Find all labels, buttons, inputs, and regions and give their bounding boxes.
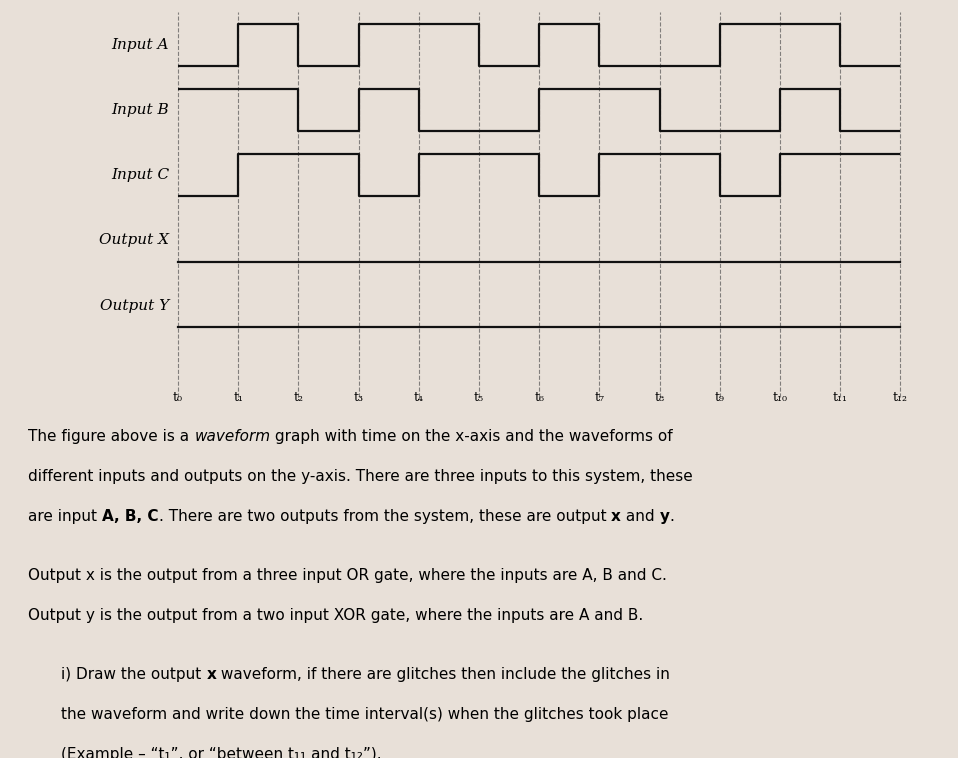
Text: t₅: t₅ — [474, 390, 484, 403]
Text: t₁₀: t₁₀ — [772, 390, 787, 403]
Text: x: x — [206, 668, 217, 682]
Text: x: x — [611, 509, 621, 524]
Text: t₂: t₂ — [293, 390, 304, 403]
Text: t₃: t₃ — [354, 390, 364, 403]
Text: waveform, if there are glitches then include the glitches in: waveform, if there are glitches then inc… — [217, 668, 670, 682]
Text: Output y is the output from a two input XOR gate, where the inputs are A and B.: Output y is the output from a two input … — [29, 608, 644, 623]
Text: Input B: Input B — [111, 103, 169, 117]
Text: t₁₁: t₁₁ — [833, 390, 848, 403]
Text: Input C: Input C — [111, 168, 169, 183]
Text: i) Draw the output: i) Draw the output — [61, 668, 206, 682]
Text: Output x is the output from a three input OR gate, where the inputs are A, B and: Output x is the output from a three inpu… — [29, 568, 667, 583]
Text: t₆: t₆ — [535, 390, 544, 403]
Text: . There are two outputs from the system, these are output: . There are two outputs from the system,… — [159, 509, 611, 524]
Text: t₀: t₀ — [173, 390, 183, 403]
Text: t₉: t₉ — [715, 390, 725, 403]
Text: waveform: waveform — [194, 429, 270, 444]
Text: A, B, C: A, B, C — [103, 509, 159, 524]
Text: are input: are input — [29, 509, 103, 524]
Text: .: . — [670, 509, 674, 524]
Text: Output X: Output X — [99, 233, 169, 247]
Text: y: y — [660, 509, 670, 524]
Text: t₁₂: t₁₂ — [893, 390, 908, 403]
Text: (Example – “t₁”, or “between t₁₁ and t₁₂”).: (Example – “t₁”, or “between t₁₁ and t₁₂… — [61, 747, 382, 758]
Text: and: and — [621, 509, 660, 524]
Text: t₄: t₄ — [414, 390, 423, 403]
Text: t₈: t₈ — [654, 390, 665, 403]
Text: t₁: t₁ — [233, 390, 243, 403]
Text: graph with time on the x-axis and the waveforms of: graph with time on the x-axis and the wa… — [270, 429, 673, 444]
Text: Input A: Input A — [111, 38, 169, 52]
Text: Output Y: Output Y — [100, 299, 169, 312]
Text: different inputs and outputs on the y-axis. There are three inputs to this syste: different inputs and outputs on the y-ax… — [29, 469, 693, 484]
Text: the waveform and write down the time interval(s) when the glitches took place: the waveform and write down the time int… — [61, 707, 669, 722]
Text: t₇: t₇ — [594, 390, 604, 403]
Text: The figure above is a: The figure above is a — [29, 429, 194, 444]
